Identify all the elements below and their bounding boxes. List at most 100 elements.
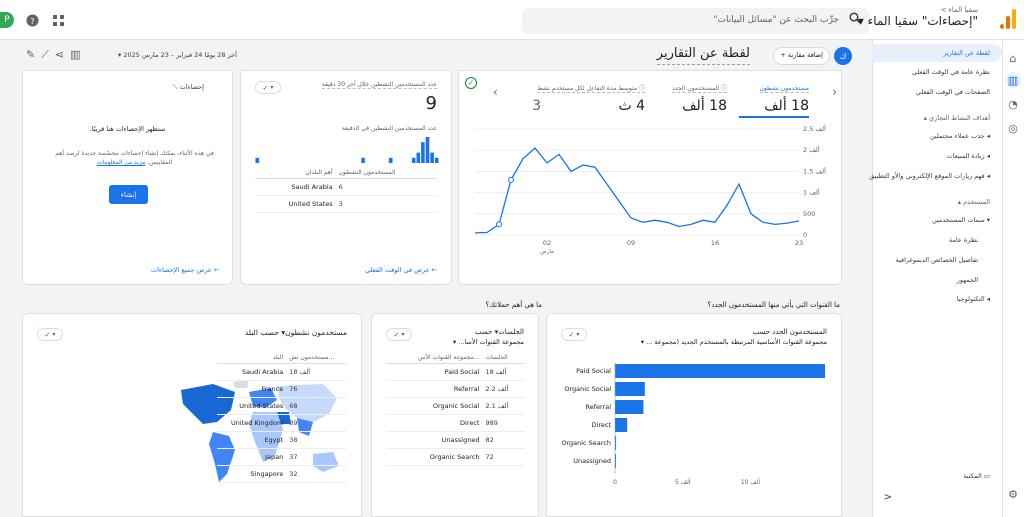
status-chip[interactable]: ✓ ▾ <box>255 81 281 94</box>
nav-audience[interactable]: الجمهور <box>956 276 978 284</box>
collapse-nav-button[interactable]: < <box>883 492 892 503</box>
settings-gear-icon[interactable]: ⚙ <box>1008 487 1018 501</box>
chevron-down-icon: ▾ <box>52 331 56 338</box>
insights-icon[interactable]: ⟋ <box>41 48 55 61</box>
compare-columns-icon[interactable]: ▥ <box>70 48 87 61</box>
table-row[interactable]: United States 68 <box>217 397 347 415</box>
table-row[interactable]: Japan 37 <box>217 448 347 466</box>
search-icon[interactable] <box>849 12 861 28</box>
nav-tech[interactable]: ◂ التكنولوجيا <box>956 295 990 303</box>
table-row[interactable]: Saudi Arabia 6 <box>255 178 437 196</box>
nav-overview[interactable]: نظرة عامة <box>948 236 978 244</box>
x-tick-label: 0 <box>613 479 617 486</box>
next-arrow-icon[interactable]: › <box>832 85 837 99</box>
prev-arrow-icon[interactable]: ‹ <box>493 85 498 99</box>
minute-bar <box>425 137 430 163</box>
table-row[interactable]: Singapore 32 <box>217 465 347 483</box>
table-row[interactable]: Saudi Arabia 18 ألف <box>217 363 347 381</box>
nav-acquire-leads[interactable]: ◂ جذب عملاء محتملين <box>929 132 990 140</box>
status-chip[interactable]: ✓ ▾ <box>37 328 63 341</box>
category-label: Paid Social <box>576 367 611 375</box>
apps-grid-icon[interactable] <box>50 12 66 28</box>
status-chip[interactable]: ✓ ▾ <box>386 328 412 341</box>
help-icon[interactable]: ? <box>24 12 40 28</box>
share-icon[interactable]: ⋖ <box>54 48 71 61</box>
edit-icon[interactable]: ✎ <box>26 48 42 61</box>
metric-engagement-time[interactable]: ⓘ متوسط مدة التفاعل لكل مستخدم نشط 4 ث <box>537 85 645 114</box>
question-campaigns: ما هي أهم حملاتك؟ <box>485 301 543 309</box>
table-row[interactable]: Unassigned 82 <box>386 431 524 449</box>
create-insight-button[interactable]: إنشاء <box>109 185 148 204</box>
x-tick-label: 16 <box>711 239 719 247</box>
table-row[interactable]: Paid Social 18 ألف <box>386 363 524 381</box>
dimension-selector[interactable]: مجموعة القنوات الأساسية المرتبطة بالمستخ… <box>640 338 827 346</box>
analytics-logo-icon <box>1000 9 1016 29</box>
nav-reports-snapshot[interactable]: لقطة عن التقارير <box>872 44 1002 62</box>
nav-demographics[interactable]: تفاصيل الخصائص الديموغرافية <box>895 256 978 264</box>
top-bar: P ? جرِّب البحث عن "مسائل البيانات" سقيا… <box>0 0 1024 40</box>
arrow-left-icon: ← <box>431 266 437 274</box>
x-tick-label: 09 <box>627 239 635 247</box>
minute-bar <box>434 157 439 163</box>
advertising-icon[interactable]: ◎ <box>1008 121 1018 135</box>
side-rail: ⌂ ▥ ◔ ◎ ⚙ <box>1002 40 1024 517</box>
nav-section-business[interactable]: أهداف النشاط التجاري ▴ <box>923 114 990 122</box>
category-label: Referral <box>585 403 611 411</box>
account-avatar[interactable]: P <box>0 12 14 28</box>
nav-realtime-overview[interactable]: نظرة عامة في الوقت الفعلي <box>911 68 990 76</box>
reports-icon[interactable]: ▥ <box>1005 72 1021 88</box>
y-tick-label: 0 <box>803 231 807 239</box>
status-chip[interactable]: ✓ ▾ <box>561 328 587 341</box>
property-selector[interactable]: سقيا الماء > "إحصاءات" سقيا الماء ▾ <box>857 6 978 28</box>
metric-new-users[interactable]: ⓘ المستخدمون الجدد 18 ألف <box>672 85 727 114</box>
account-breadcrumb: سقيا الماء > <box>940 6 978 14</box>
caret-down-icon: ▾ <box>986 216 990 224</box>
nav-library[interactable]: ▭ المكتبة <box>963 472 990 480</box>
table-row[interactable]: Direct 989 <box>386 414 524 432</box>
nav-user-attributes[interactable]: ▾ سمات المستخدمين <box>931 216 990 224</box>
help-icon: ⓘ <box>638 85 645 92</box>
learn-more-link[interactable]: مزيد من المعلومات <box>96 159 146 166</box>
nav-web-app[interactable]: ◂ فهم زيارات الموقع الإلكتروني والأو الت… <box>869 172 990 180</box>
user-badge[interactable]: ك <box>834 47 852 65</box>
col-active-users: مستخدمون نش... <box>286 352 347 364</box>
view-realtime-link[interactable]: ← عرض في الوقت الفعلي <box>365 266 437 274</box>
metric-active-users[interactable]: مستخدمون نشطون 18 ألف <box>739 75 809 118</box>
add-comparison-button[interactable]: إضافة مقارنة + <box>773 47 830 65</box>
explore-icon[interactable]: ◔ <box>1008 97 1018 111</box>
search-bar[interactable]: جرِّب البحث عن "مسائل البيانات" <box>522 8 869 34</box>
table-row[interactable]: Organic Search 72 <box>386 448 524 466</box>
table-row[interactable]: France 76 <box>217 380 347 398</box>
table-row[interactable]: Egypt 38 <box>217 431 347 449</box>
caret-icon: ◂ <box>986 172 990 180</box>
metric-partial[interactable]: 3 <box>532 98 541 114</box>
table-row[interactable]: United Kingdom 39 <box>217 414 347 432</box>
question-new-users: ما القنوات التي يأتي منها المستخدمون الج… <box>707 301 840 309</box>
active-30min-label: عدد المستخدمين النشطين خلال آخر 30 دقيقة <box>321 81 437 89</box>
table-row[interactable]: United States 3 <box>255 195 437 213</box>
series-line-active-users <box>474 147 800 234</box>
dimension-selector[interactable]: مجموعة القنوات الأسا... ▾ <box>452 338 524 346</box>
nav-section-user[interactable]: المستخدم ▴ <box>957 198 990 206</box>
chevron-up-icon: ▴ <box>923 114 927 122</box>
check-icon: ✓ <box>393 330 400 339</box>
date-range-picker[interactable]: آخر 28 يومًا 24 فبراير – 23 مارس 2025 ▾ <box>118 51 237 59</box>
table-row[interactable]: Referral 2.2 ألف <box>386 380 524 398</box>
property-name: سقيا الماء <box>867 14 919 28</box>
category-label: Unassigned <box>573 457 611 465</box>
minute-bar <box>388 157 393 163</box>
col-country: أهم البلدان <box>255 167 336 179</box>
per-minute-bar-chart <box>255 137 439 163</box>
nav-realtime-pages[interactable]: الصفحات في الوقت الفعلي <box>915 88 990 96</box>
table-row[interactable]: Organic Social 2.1 ألف <box>386 397 524 415</box>
report-header: ✎⟋⋖▥ آخر 28 يومًا 24 فبراير – 23 مارس 20… <box>22 44 852 68</box>
view-all-insights-link[interactable]: ← عرض جميع الإحصاءات <box>151 266 220 274</box>
minute-bar <box>430 152 434 163</box>
nav-drive-sales[interactable]: ◂ زيادة المبيعات <box>946 152 990 160</box>
home-icon[interactable]: ⌂ <box>1009 51 1017 65</box>
toolbar-icons: ✎⟋⋖▥ <box>26 48 87 62</box>
bar <box>615 436 617 450</box>
col-active-users: المستخدمون النشطون <box>335 167 437 179</box>
bar <box>615 418 628 432</box>
insights-card: إحصاءات ⟋ ستظهر الإحصاءات هنا قريبًا. في… <box>22 70 233 285</box>
